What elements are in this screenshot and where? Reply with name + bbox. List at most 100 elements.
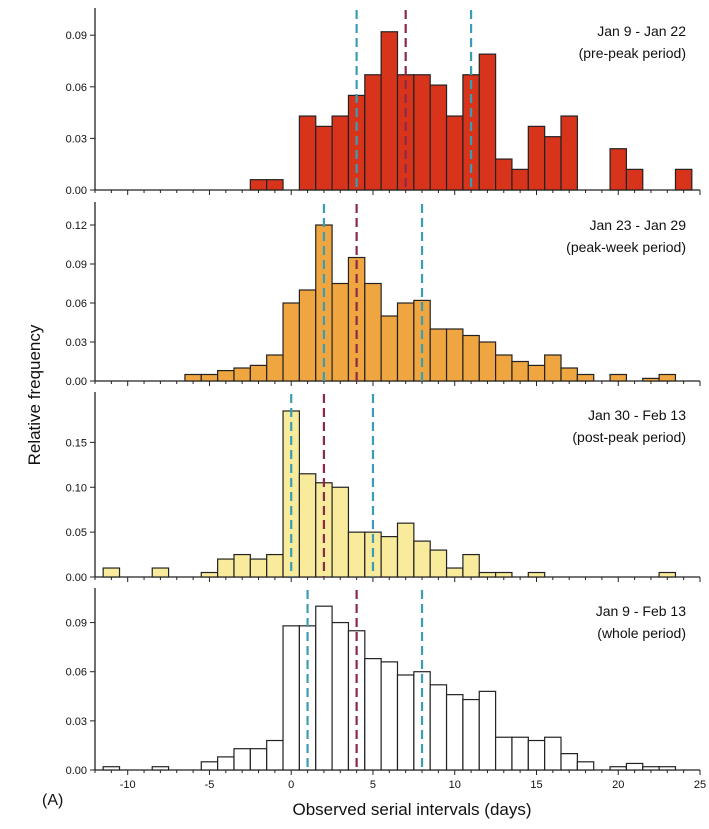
histogram-bar xyxy=(560,367,578,382)
histogram-bar xyxy=(576,761,595,771)
histogram-bar xyxy=(200,571,219,578)
period-label: Jan 9 - Feb 13 xyxy=(596,603,686,619)
x-axis-title: Observed serial intervals (days) xyxy=(292,800,531,819)
histogram-bar xyxy=(266,179,284,191)
x-tick-label: 20 xyxy=(612,779,624,791)
y-tick-label: 0.03 xyxy=(66,337,87,349)
histogram-bar xyxy=(233,553,251,578)
histogram-bar xyxy=(200,373,219,382)
histogram-bar xyxy=(266,739,284,771)
histogram-bar xyxy=(266,354,284,382)
panel-3: 0.00 0.05 0.10 0.15 Jan 30 - Feb 13 (post-pea… xyxy=(66,392,701,584)
y-tick-label: 0.06 xyxy=(66,82,87,94)
histogram-bar xyxy=(347,531,366,578)
panel-2: 0.00 0.03 0.06 0.09 0.12 Jan 23 - Jan 29 (peak… xyxy=(66,202,701,388)
histogram-bar xyxy=(364,282,382,382)
histogram-bar xyxy=(413,540,431,578)
histogram-bar xyxy=(527,125,546,191)
histogram-bar xyxy=(249,558,268,578)
histogram-bar xyxy=(642,377,660,382)
histogram-bar xyxy=(380,315,399,382)
y-tick-label: 0.03 xyxy=(66,716,87,728)
histogram-bar xyxy=(658,571,677,578)
period-sublabel: (peak-week period) xyxy=(566,239,686,255)
histogram-bar xyxy=(151,567,170,578)
histogram-bar xyxy=(429,84,448,191)
x-tick-label: 0 xyxy=(288,779,294,791)
histogram-bar xyxy=(380,661,399,771)
histogram-bar xyxy=(429,328,448,382)
histogram-bar xyxy=(217,370,235,382)
histogram-bar xyxy=(625,762,644,771)
histogram-bar xyxy=(445,567,464,578)
histogram-bar xyxy=(233,748,251,771)
histogram-bar xyxy=(217,756,235,771)
histogram-bar xyxy=(511,736,529,771)
histogram-bar xyxy=(282,302,300,382)
histogram-bar xyxy=(527,571,546,578)
histogram-bar xyxy=(298,289,317,382)
y-axis-title: Relative frequency xyxy=(25,324,44,465)
panel-4: 0.00 0.03 0.06 0.09 -10 -5 0 5 10 15 20 25 Jan 9 - F… xyxy=(66,588,706,791)
period-sublabel: (whole period) xyxy=(597,625,686,641)
histogram-bar xyxy=(495,158,513,191)
histogram-bar xyxy=(495,736,513,771)
y-tick-label: 0.00 xyxy=(66,376,87,388)
histogram-bar xyxy=(396,302,415,382)
histogram-bar xyxy=(429,549,448,578)
histogram-bar xyxy=(576,373,595,382)
histogram-bar xyxy=(625,168,644,191)
histogram-bar xyxy=(511,168,529,191)
period-sublabel: (pre-peak period) xyxy=(579,45,686,61)
panel-tag: (A) xyxy=(42,792,63,809)
y-tick-label: 0.00 xyxy=(66,765,87,777)
y-tick-label: 0.09 xyxy=(66,30,87,42)
histogram-bar xyxy=(511,360,529,382)
histogram-bar xyxy=(462,334,480,382)
y-tick-label: 0.09 xyxy=(66,618,87,630)
y-tick-label: 0.00 xyxy=(66,185,87,197)
y-tick-label: 0.03 xyxy=(66,133,87,145)
histogram-bar xyxy=(462,698,480,771)
histogram-bar xyxy=(298,115,317,191)
period-label: Jan 23 - Jan 29 xyxy=(589,217,686,233)
histogram-bar xyxy=(527,739,546,771)
histogram-bar xyxy=(331,621,350,771)
histogram-bar xyxy=(249,179,268,191)
histogram-bar xyxy=(478,690,497,771)
histogram-bar xyxy=(527,364,546,382)
histogram-bar xyxy=(217,558,235,578)
y-tick-label: 0.10 xyxy=(66,482,87,494)
y-tick-label: 0.00 xyxy=(66,572,87,584)
histogram-bar xyxy=(396,522,415,578)
histogram-bar xyxy=(151,766,170,771)
histogram-bar xyxy=(331,282,350,382)
histogram-bar xyxy=(445,328,464,382)
y-tick-label: 0.06 xyxy=(66,298,87,310)
histogram-bar xyxy=(315,605,333,771)
x-tick-label: 15 xyxy=(530,779,542,791)
histogram-bar xyxy=(102,766,121,771)
histogram-bar xyxy=(413,299,431,382)
histogram-bar xyxy=(658,766,677,771)
histogram-bar xyxy=(478,341,497,382)
x-tick-label: 5 xyxy=(370,779,376,791)
histogram-bar xyxy=(298,473,317,578)
histogram-bar xyxy=(249,748,268,771)
histogram-bar xyxy=(380,536,399,578)
histogram-bar xyxy=(364,658,382,771)
histogram-bar xyxy=(609,148,628,191)
period-label: Jan 30 - Feb 13 xyxy=(588,407,686,423)
x-tick-label: -5 xyxy=(205,779,215,791)
y-tick-label: 0.09 xyxy=(66,259,87,271)
histogram-bar xyxy=(544,736,562,771)
histogram-bar xyxy=(282,625,300,771)
histogram-bar xyxy=(266,553,284,578)
histogram-bar xyxy=(429,684,448,771)
period-sublabel: (post-peak period) xyxy=(572,429,686,445)
histogram-bar xyxy=(445,115,464,191)
histogram-bar xyxy=(396,674,415,771)
histogram-bar xyxy=(331,115,350,191)
